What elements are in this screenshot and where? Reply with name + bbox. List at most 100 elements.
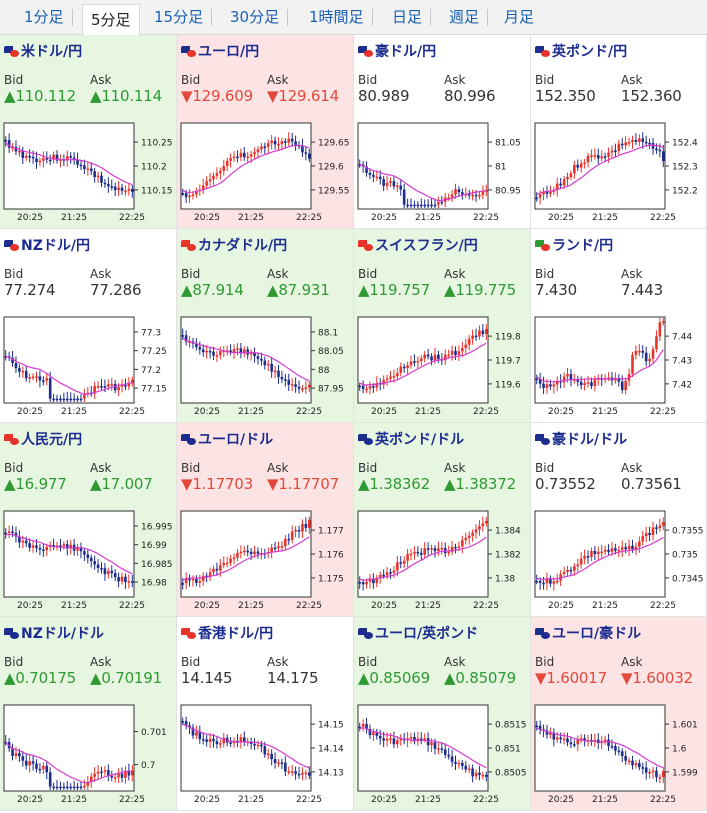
- rate-card[interactable]: ユーロ/円 Bid Ask ▼129.609 ▼129.614 129.65 129.6 12…: [177, 35, 354, 229]
- candle-body: [239, 152, 243, 158]
- candle-body: [478, 330, 481, 337]
- pair-name[interactable]: ユーロ/豪ドル: [535, 625, 641, 643]
- candle-body: [461, 347, 464, 352]
- candle-body: [416, 551, 420, 554]
- mini-candle-chart[interactable]: 14.15 14.14 14.13 20:25 21:25 22:25: [179, 703, 353, 811]
- candle-body: [270, 753, 273, 760]
- x-tick-label: 20:25: [194, 407, 220, 417]
- mini-candle-chart[interactable]: 152.4 152.3 152.2 20:25 21:25 22:25: [533, 121, 707, 229]
- candle-body: [225, 350, 229, 352]
- x-tick-label: 21:25: [61, 795, 87, 805]
- pair-name[interactable]: カナダドル/円: [181, 237, 287, 255]
- rate-card[interactable]: 英ポンド/円 Bid Ask 152.350 152.360 152.4 152.3 152.…: [531, 35, 707, 229]
- rate-card[interactable]: スイスフラン/円 Bid Ask ▲119.757 ▲119.775 119.8 119.7…: [354, 229, 531, 423]
- candle-body: [294, 771, 297, 774]
- rate-card[interactable]: NZドル/円 Bid Ask 77.274 77.286 77.3 77.25 77.2 77.…: [0, 229, 177, 423]
- mini-candle-chart[interactable]: 129.65 129.6 129.55 20:25 21:25 22:25: [179, 121, 353, 229]
- ask-value: 80.996: [444, 87, 496, 105]
- tab-7[interactable]: 月足: [496, 6, 542, 29]
- mini-candle-chart[interactable]: 0.701 0.7 20:25 21:25 22:25: [2, 703, 176, 811]
- tab-3[interactable]: 30分足: [222, 6, 289, 29]
- tab-4[interactable]: 1時間足: [301, 6, 373, 29]
- pair-name[interactable]: ユーロ/英ポンド: [358, 625, 478, 643]
- candle-body: [566, 176, 569, 180]
- mini-candle-chart[interactable]: 1.384 1.382 1.38 20:25 21:25 22:25: [356, 509, 530, 617]
- pair-name[interactable]: 豪ドル/ドル: [535, 431, 627, 449]
- pair-name[interactable]: 人民元/円: [4, 431, 82, 449]
- tab-5[interactable]: 日足: [384, 6, 432, 29]
- rate-card[interactable]: ユーロ/豪ドル Bid Ask ▼1.60017 ▼1.60032 1.601 1.6 1.5…: [531, 617, 707, 811]
- rate-card[interactable]: カナダドル/円 Bid Ask ▲87.914 ▲87.931 88.1 88.05 88 87…: [177, 229, 354, 423]
- candle-body: [457, 762, 461, 765]
- pair-name[interactable]: 英ポンド/ドル: [358, 431, 464, 449]
- pair-name[interactable]: ランド/円: [535, 237, 613, 255]
- candle-body: [474, 194, 478, 197]
- rate-card[interactable]: NZドル/ドル Bid Ask ▲0.70175 ▲0.70191 0.701 0.7 20:…: [0, 617, 177, 811]
- rate-card[interactable]: ユーロ/ドル Bid Ask ▼1.17703 ▼1.17707 1.177 1.176 1.…: [177, 423, 354, 617]
- x-tick-label: 22:25: [473, 213, 499, 223]
- mini-candle-chart[interactable]: 81.05 81 80.95 20:25 21:25 22:25: [356, 121, 530, 229]
- candle-body: [467, 193, 471, 196]
- candle-body: [447, 754, 450, 757]
- pair-name[interactable]: ユーロ/円: [181, 43, 259, 61]
- mini-candle-chart[interactable]: 110.25 110.2 110.15 20:25 21:25 22:25: [2, 121, 176, 229]
- candle-body: [402, 189, 406, 205]
- candle-body: [416, 204, 420, 207]
- rate-card[interactable]: ランド/円 Bid Ask 7.430 7.443 7.44 7.43 7.42 20:25 21…: [531, 229, 707, 423]
- pair-name[interactable]: NZドル/ドル: [4, 625, 104, 643]
- candle-body: [48, 772, 52, 787]
- mini-candle-chart[interactable]: 77.3 77.25 77.2 77.15 20:25 21:25 22:25: [2, 315, 176, 423]
- pair-name[interactable]: 香港ドル/円: [181, 625, 273, 643]
- mini-candle-chart[interactable]: 1.601 1.6 1.599 20:25 21:25 22:25: [533, 703, 707, 811]
- tab-6[interactable]: 週足: [441, 6, 489, 29]
- mini-candle-chart[interactable]: 1.177 1.176 1.175 20:25 21:25 22:25: [179, 509, 353, 617]
- candle-body: [375, 382, 379, 388]
- pair-name[interactable]: 米ドル/円: [4, 43, 82, 61]
- pair-name[interactable]: スイスフラン/円: [358, 237, 478, 255]
- candle-body: [396, 185, 399, 188]
- mini-candle-chart[interactable]: 119.8 119.7 119.6 20:25 21:25 22:25: [356, 315, 530, 423]
- mini-candle-chart[interactable]: 16.995 16.99 16.985 16.98 20:25 21:25 22:25: [2, 509, 176, 617]
- candle-body: [484, 521, 488, 524]
- mini-candle-chart[interactable]: 88.1 88.05 88 87.95 20:25 21:25 22:25: [179, 315, 353, 423]
- candle-body: [62, 398, 66, 401]
- candle-body: [107, 183, 110, 187]
- rate-card[interactable]: 豪ドル/円 Bid Ask 80.989 80.996 81.05 81 80.95 20:25…: [354, 35, 531, 229]
- ask-label: Ask: [90, 73, 112, 87]
- rate-card[interactable]: ユーロ/英ポンド Bid Ask ▲0.85069 ▲0.85079 0.8515 0.85…: [354, 617, 531, 811]
- candle-body: [55, 786, 59, 789]
- candle-body: [648, 358, 651, 362]
- quote-values: 0.73552 0.73561: [535, 475, 682, 493]
- rate-card[interactable]: 米ドル/円 Bid Ask ▲110.112 ▲110.114 110.25 110.2 11…: [0, 35, 177, 229]
- candle-body: [638, 350, 641, 353]
- rate-card[interactable]: 香港ドル/円 Bid Ask 14.145 14.175 14.15 14.14 14.13 2…: [177, 617, 354, 811]
- mini-candle-chart[interactable]: 7.44 7.43 7.42 20:25 21:25 22:25: [533, 315, 707, 423]
- candle-body: [107, 770, 110, 776]
- candle-body: [614, 378, 617, 381]
- candle-body: [120, 773, 124, 778]
- candle-body: [437, 748, 440, 750]
- candle-body: [21, 151, 25, 158]
- mini-candle-chart[interactable]: 0.7355 0.735 0.7345 20:25 21:25 22:25: [533, 509, 707, 617]
- y-tick-label: 88: [318, 366, 330, 376]
- candle-body: [549, 732, 552, 735]
- candle-body: [651, 349, 655, 359]
- rate-card[interactable]: 人民元/円 Bid Ask ▲16.977 ▲17.007 16.995 16.99 16.9…: [0, 423, 177, 617]
- candle-body: [246, 550, 250, 553]
- candle-body: [45, 765, 49, 773]
- candle-body: [96, 175, 100, 178]
- pair-name[interactable]: ユーロ/ドル: [181, 431, 273, 449]
- rate-card[interactable]: 豪ドル/ドル Bid Ask 0.73552 0.73561 0.7355 0.735 0.7…: [531, 423, 707, 617]
- candle-body: [365, 581, 368, 585]
- candle-body: [375, 732, 379, 736]
- pair-name[interactable]: NZドル/円: [4, 237, 90, 255]
- mini-candle-chart[interactable]: 0.8515 0.851 0.8505 20:25 21:25 22:25: [356, 703, 530, 811]
- tab-1[interactable]: 5分足: [82, 4, 140, 36]
- pair-name[interactable]: 英ポンド/円: [535, 43, 627, 61]
- tab-2[interactable]: 15分足: [146, 6, 213, 29]
- candle-body: [188, 578, 191, 581]
- pair-name[interactable]: 豪ドル/円: [358, 43, 436, 61]
- rate-card[interactable]: 英ポンド/ドル Bid Ask ▲1.38362 ▲1.38372 1.384 1.382 1…: [354, 423, 531, 617]
- tab-0[interactable]: 1分足: [16, 6, 73, 29]
- currency-flag-icon: [4, 240, 19, 251]
